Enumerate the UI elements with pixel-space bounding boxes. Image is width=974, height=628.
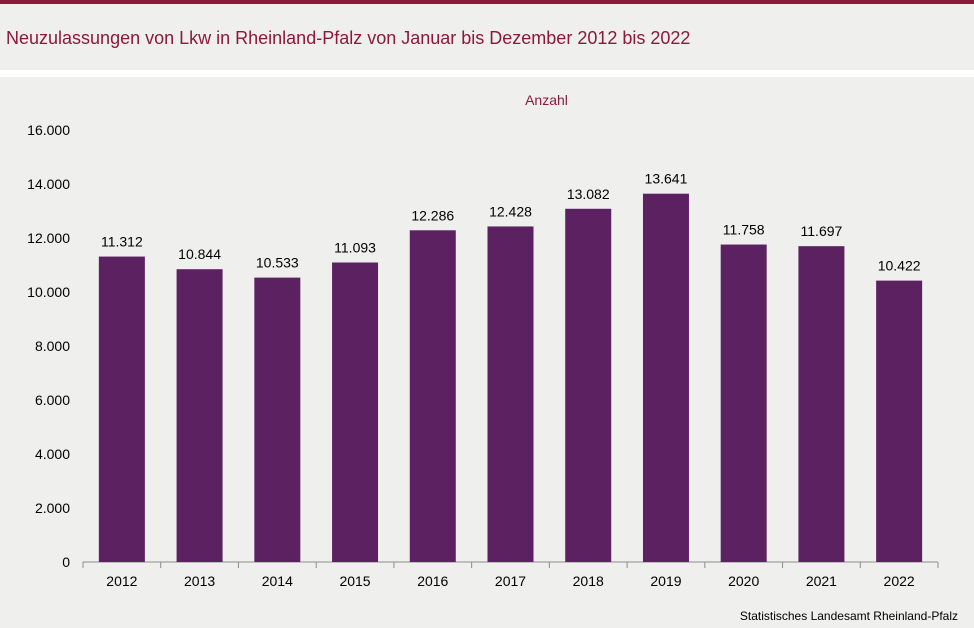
bar (720, 244, 767, 562)
x-tick-label: 2019 (650, 573, 681, 589)
x-tick-label: 2018 (573, 573, 604, 589)
bar (254, 277, 301, 562)
source-note: Statistisches Landesamt Rheinland-Pfalz (739, 609, 958, 623)
bar-value-label: 10.533 (256, 255, 299, 271)
y-tick-label: 16.000 (27, 122, 70, 138)
bar (798, 246, 845, 562)
x-tick-label: 2017 (495, 573, 526, 589)
bar (565, 208, 612, 562)
bar (642, 193, 689, 562)
y-tick-label: 6.000 (35, 392, 70, 408)
bar-value-label: 12.286 (411, 207, 454, 223)
bar-value-label: 11.697 (801, 223, 843, 239)
x-tick-label: 2022 (884, 573, 915, 589)
bar-value-label: 11.312 (101, 234, 143, 250)
bar (98, 256, 145, 562)
bar (176, 269, 223, 562)
x-tick-label: 2021 (806, 573, 837, 589)
bar (876, 280, 923, 562)
y-tick-label: 10.000 (27, 284, 70, 300)
y-axis-unit-label: Anzahl (525, 92, 568, 108)
bar (487, 226, 534, 562)
bar-value-label: 10.844 (178, 246, 221, 262)
bar-value-label: 13.082 (567, 186, 610, 202)
bar-value-label: 13.641 (645, 171, 688, 187)
bar (332, 262, 379, 562)
top-accent-bar (0, 0, 974, 4)
x-tick-label: 2014 (262, 573, 293, 589)
header: Neuzulassungen von Lkw in Rheinland-Pfal… (0, 4, 974, 70)
x-tick-label: 2016 (417, 573, 448, 589)
y-tick-label: 4.000 (35, 446, 70, 462)
bar-value-label: 11.093 (334, 239, 376, 255)
y-tick-label: 8.000 (35, 338, 70, 354)
chart-title: Neuzulassungen von Lkw in Rheinland-Pfal… (6, 28, 691, 48)
bar-value-label: 12.428 (489, 203, 532, 219)
bar (409, 230, 456, 562)
bar-value-label: 11.758 (723, 222, 765, 238)
x-tick-label: 2020 (728, 573, 759, 589)
y-tick-label: 12.000 (27, 230, 70, 246)
bar-value-label: 10.422 (878, 258, 921, 274)
y-tick-label: 14.000 (27, 176, 70, 192)
x-tick-label: 2015 (339, 573, 370, 589)
y-tick-label: 0 (62, 554, 70, 570)
y-tick-label: 2.000 (35, 500, 70, 516)
x-tick-label: 2012 (106, 573, 137, 589)
x-tick-label: 2013 (184, 573, 215, 589)
